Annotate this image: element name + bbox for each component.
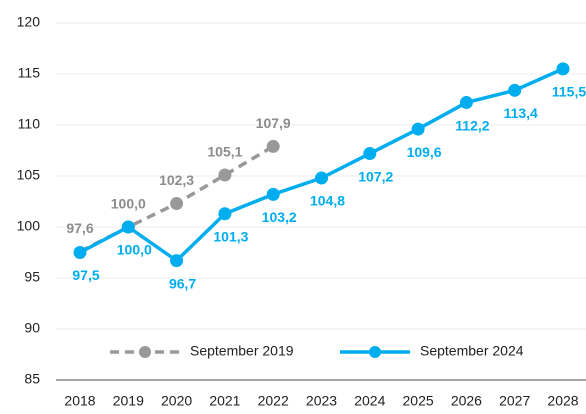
point xyxy=(315,171,328,185)
value-label: 103,2 xyxy=(262,209,297,225)
x-tick-label: 2025 xyxy=(403,393,434,409)
value-label: 105,1 xyxy=(207,144,242,160)
x-tick-label: 2028 xyxy=(547,393,578,409)
legend-marker xyxy=(139,346,151,358)
point xyxy=(363,147,377,161)
legend-marker xyxy=(369,346,381,358)
series-line xyxy=(79,67,564,263)
y-tick-label: 100 xyxy=(17,218,41,234)
y-tick-label: 120 xyxy=(17,14,41,30)
y-tick-label: 105 xyxy=(17,167,41,183)
value-label: 109,6 xyxy=(407,144,442,160)
legend-label: September 2024 xyxy=(420,343,524,359)
value-label: 107,2 xyxy=(358,168,393,184)
y-tick-label: 85 xyxy=(24,371,40,387)
value-label: 102,3 xyxy=(159,172,194,188)
x-tick-label: 2023 xyxy=(306,393,337,409)
legend-label: September 2019 xyxy=(190,343,294,359)
point xyxy=(218,168,232,182)
value-label: 112,2 xyxy=(455,117,489,133)
x-tick-label: 2020 xyxy=(161,393,192,409)
x-tick-label: 2026 xyxy=(451,393,482,409)
point xyxy=(121,220,135,234)
y-tick-label: 115 xyxy=(18,65,41,81)
y-tick-label: 90 xyxy=(24,320,40,336)
point xyxy=(266,187,280,201)
value-label: 115,5 xyxy=(552,84,586,100)
point xyxy=(170,254,184,268)
value-label: 96,7 xyxy=(169,275,196,291)
y-tick-label: 95 xyxy=(24,269,40,285)
point xyxy=(508,83,522,97)
value-label: 100,0 xyxy=(111,196,146,212)
x-tick-label: 2022 xyxy=(258,393,289,409)
point xyxy=(411,122,425,136)
point xyxy=(218,207,232,221)
x-tick-label: 2027 xyxy=(499,393,530,409)
x-tick-label: 2024 xyxy=(354,393,385,409)
point xyxy=(556,62,570,76)
value-label: 100,0 xyxy=(117,242,152,258)
y-tick-label: 110 xyxy=(18,116,41,132)
value-label: 107,9 xyxy=(256,115,291,131)
point xyxy=(459,96,473,110)
x-tick-label: 2018 xyxy=(64,393,95,409)
x-tick-label: 2021 xyxy=(209,393,240,409)
point xyxy=(266,139,280,153)
value-label: 97,5 xyxy=(72,267,99,283)
x-tick-label: 2019 xyxy=(113,393,144,409)
value-label: 104,8 xyxy=(310,193,345,209)
value-label: 97,6 xyxy=(66,220,93,236)
point xyxy=(170,197,184,211)
value-label: 113,4 xyxy=(504,105,538,121)
value-label: 101,3 xyxy=(213,228,248,244)
point xyxy=(73,246,87,259)
